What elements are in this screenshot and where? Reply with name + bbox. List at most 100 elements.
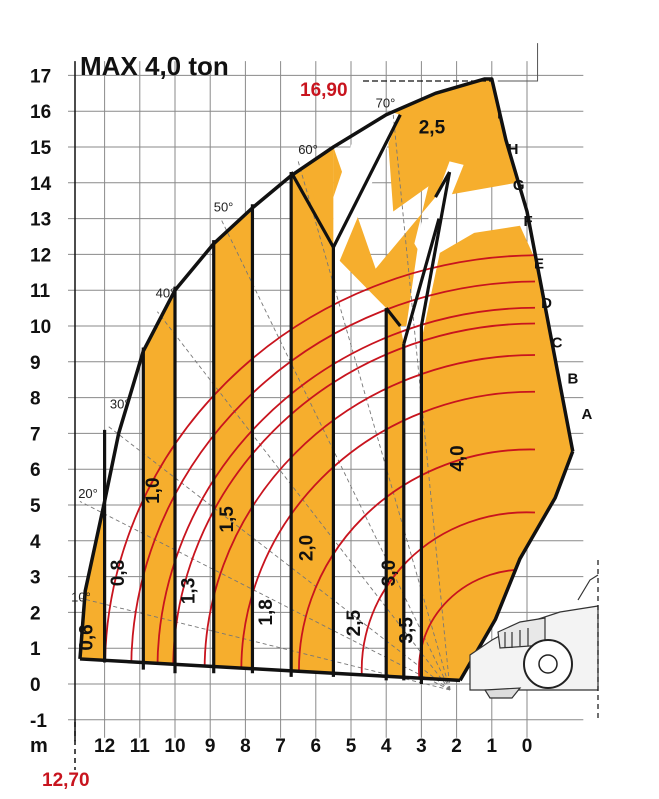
zone-divider-diagonal [434,171,451,198]
angle-label-40: 40° [156,285,176,300]
extension-arc-d [240,390,536,681]
capacity-label: 1,3 [178,578,199,604]
machine-fork [483,687,522,699]
y-tick-label: 14 [30,174,52,195]
y-tick-label: 9 [30,353,41,374]
zone-1-0 [143,283,175,674]
x-tick-label: 8 [240,736,251,757]
extension-arc-b [360,511,536,681]
y-tick-label: 17 [30,66,51,87]
capacity-label: 2,0 [296,535,317,561]
envelope-top-outline [78,77,575,660]
arc-letter-i: I [497,105,501,122]
x-tick-label: 3 [416,736,427,757]
envelope-outline [78,43,575,684]
y-tick-label: 1 [30,639,41,660]
capacity-label: 2,5 [344,610,365,637]
zone-divider-diagonal [419,171,452,327]
x-unit-label: m [30,735,48,757]
zone-upper-2-5 [386,78,527,212]
x-tick-label: 7 [275,736,286,757]
extension-arc-c [298,448,536,681]
y-tick-label: 12 [30,245,51,266]
x-tick-label: 9 [205,736,216,757]
capacity-label: 1,8 [256,599,277,625]
capacity-label: 1,5 [217,506,238,533]
envelope-bottom-outline [79,657,461,683]
zone-mid-band [333,147,527,326]
zone-3-0 [386,308,404,681]
angle-line-40 [157,311,451,691]
y-tick-label: 13 [30,210,51,231]
machine-detail-lines [504,628,529,648]
extension-arcs [104,254,536,681]
max-height-label: 16,90 [300,80,348,101]
zone-divider-diagonal [289,171,335,249]
capacity-label: 3,5 [397,617,418,644]
extension-arc-f [172,322,536,681]
y-tick-label: 6 [30,460,41,481]
capacity-label: 0,8 [108,560,129,586]
extension-arc-e [203,354,536,681]
y-tick-label: 7 [30,424,41,445]
y-tick-label: -1 [30,711,47,732]
y-tick-label: 8 [30,389,41,410]
arc-letter-b: B [567,370,578,387]
arc-letter-c: C [552,334,563,351]
x-tick-label: 0 [522,736,533,757]
machine-wheel-hub [538,654,558,674]
extension-arc-h [130,280,536,681]
angle-label-60: 60° [298,142,318,157]
y-tick-label: 16 [30,102,51,123]
x-tick-label: 10 [164,736,185,757]
zone-1-5 [213,197,253,674]
y-tick-label: 15 [30,138,52,159]
x-tick-label: 1 [487,736,498,757]
capacity-label-upper: 2,5 [419,118,446,139]
y-tick-label: 0 [30,675,41,696]
arc-letter-g: G [513,177,525,194]
zone-2-0 [291,129,334,674]
x-tick-label: 2 [451,736,462,757]
chart-title: MAX 4,0 ton [80,51,229,81]
arc-letter-h: H [508,141,519,158]
max-height-bracket [497,43,539,82]
x-tick-label: 5 [346,736,357,757]
angle-label-30: 30° [110,396,130,411]
capacity-label: 0,6 [76,624,97,650]
x-tick-label: 6 [311,736,322,757]
y-tick-label: 10 [30,317,51,338]
y-tick-label: 3 [30,568,41,589]
max-reach-label: 12,70 [42,770,90,791]
angle-line-20 [79,501,451,691]
y-tick-label: 2 [30,603,41,624]
angle-line-30 [107,425,451,691]
envelope-inner-outline [458,450,575,682]
arc-letter-a: A [582,406,593,423]
angle-line-60 [297,161,451,691]
machine-cab-edge [577,574,599,601]
angle-line-50 [220,218,451,691]
arc-letter-d: D [541,295,552,312]
x-tick-label: 4 [381,736,392,757]
x-tick-label: 12 [94,736,115,757]
arc-letter-f: F [523,213,532,230]
x-tick-label: 11 [130,736,151,757]
angle-label-70: 70° [376,96,396,111]
machine-boom-head [497,617,546,649]
zone-divider-diagonal [402,218,441,345]
angle-label-20: 20° [78,486,98,501]
capacity-label: 3,0 [379,560,400,586]
arc-letter-e: E [534,256,544,273]
zone-divider-diagonal [331,114,402,248]
extension-arc-a [418,568,536,681]
y-tick-label: 4 [30,532,41,553]
y-tick-label: 11 [30,281,51,302]
y-tick-label: 5 [30,496,41,517]
capacity-label: 1,0 [143,477,164,503]
extension-arc-g [156,306,536,681]
zone-divider-diagonal [384,307,402,327]
capacity-label: 4,0 [448,445,469,471]
